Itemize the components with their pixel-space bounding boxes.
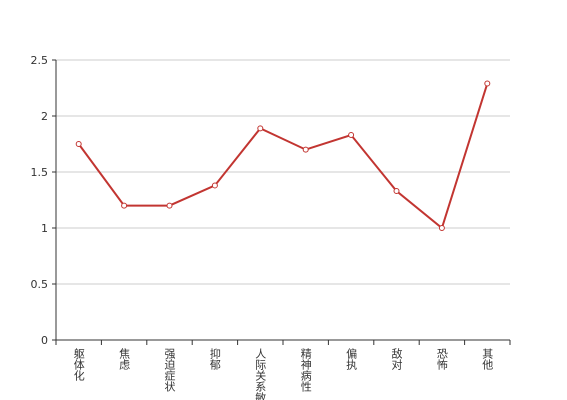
point bbox=[348, 132, 355, 139]
point bbox=[75, 141, 82, 147]
line bbox=[77, 83, 489, 230]
point bbox=[211, 182, 218, 189]
x-tick-label: 其他 bbox=[481, 348, 494, 370]
point bbox=[484, 80, 491, 87]
point bbox=[302, 146, 309, 153]
y-tick-label: 1.5 bbox=[31, 166, 49, 179]
x-tick-label: 敌对 bbox=[390, 347, 403, 370]
point bbox=[257, 125, 264, 132]
x-tick-label: 恐怖 bbox=[435, 348, 448, 370]
x-tick-label: 人际关系敏感 bbox=[254, 348, 267, 400]
y-tick-label: 2 bbox=[41, 110, 48, 123]
x-tick-label: 偏执 bbox=[345, 347, 358, 371]
y-tick-label: 2.5 bbox=[31, 54, 49, 67]
point bbox=[121, 202, 128, 209]
x-tick-label: 焦虑 bbox=[118, 348, 131, 370]
x-tick-label: 抑郁 bbox=[208, 347, 221, 370]
point bbox=[393, 188, 400, 195]
x-tick-label: 躯体化 bbox=[72, 348, 85, 382]
y-tick-label: 0.5 bbox=[31, 278, 49, 291]
point bbox=[166, 202, 173, 209]
x-tick-label: 强迫症状 bbox=[163, 348, 176, 392]
point bbox=[438, 225, 445, 231]
y-tick-label: 0 bbox=[41, 334, 48, 347]
y-tick-label: 1 bbox=[41, 222, 48, 235]
x-tick-label: 精神病性 bbox=[299, 348, 312, 393]
